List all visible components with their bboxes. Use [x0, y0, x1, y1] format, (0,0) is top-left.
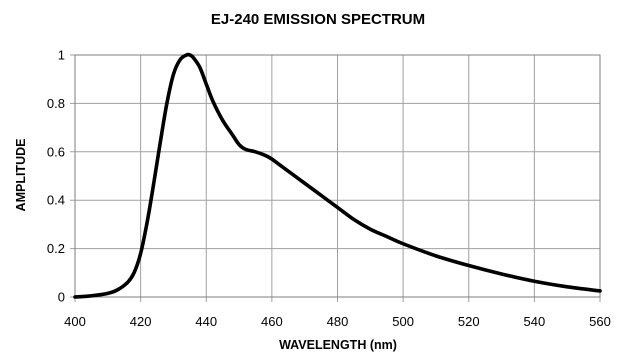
x-tick-label: 560	[589, 314, 611, 329]
x-tick-label: 400	[64, 314, 86, 329]
y-tick-label: 0.4	[47, 193, 65, 208]
x-tick-label: 520	[458, 314, 480, 329]
y-tick-label: 0.2	[47, 241, 65, 256]
y-tick-label: 0.6	[47, 144, 65, 159]
x-axis-label: WAVELENGTH (nm)	[279, 338, 397, 352]
chart-title: EJ-240 EMISSION SPECTRUM	[211, 11, 425, 28]
y-tick-label: 0	[58, 290, 65, 305]
x-tick-label: 460	[261, 314, 283, 329]
y-tick-labels: 0 0.2 0.4 0.6 0.8 1	[47, 48, 65, 305]
x-tick-label: 480	[327, 314, 349, 329]
x-tick-label: 540	[524, 314, 546, 329]
y-tick-label: 0.8	[47, 96, 65, 111]
x-tick-label: 500	[392, 314, 414, 329]
y-axis-label: AMPLITUDE	[14, 139, 28, 212]
plot-area-frame	[74, 54, 601, 298]
x-tick-label: 420	[130, 314, 152, 329]
emission-curve	[73, 52, 602, 299]
gridlines	[70, 54, 601, 302]
x-tick-label: 440	[195, 314, 217, 329]
y-tick-label: 1	[58, 48, 65, 63]
x-tick-labels: 400 420 440 460 480 500 520 540 560	[64, 314, 611, 329]
